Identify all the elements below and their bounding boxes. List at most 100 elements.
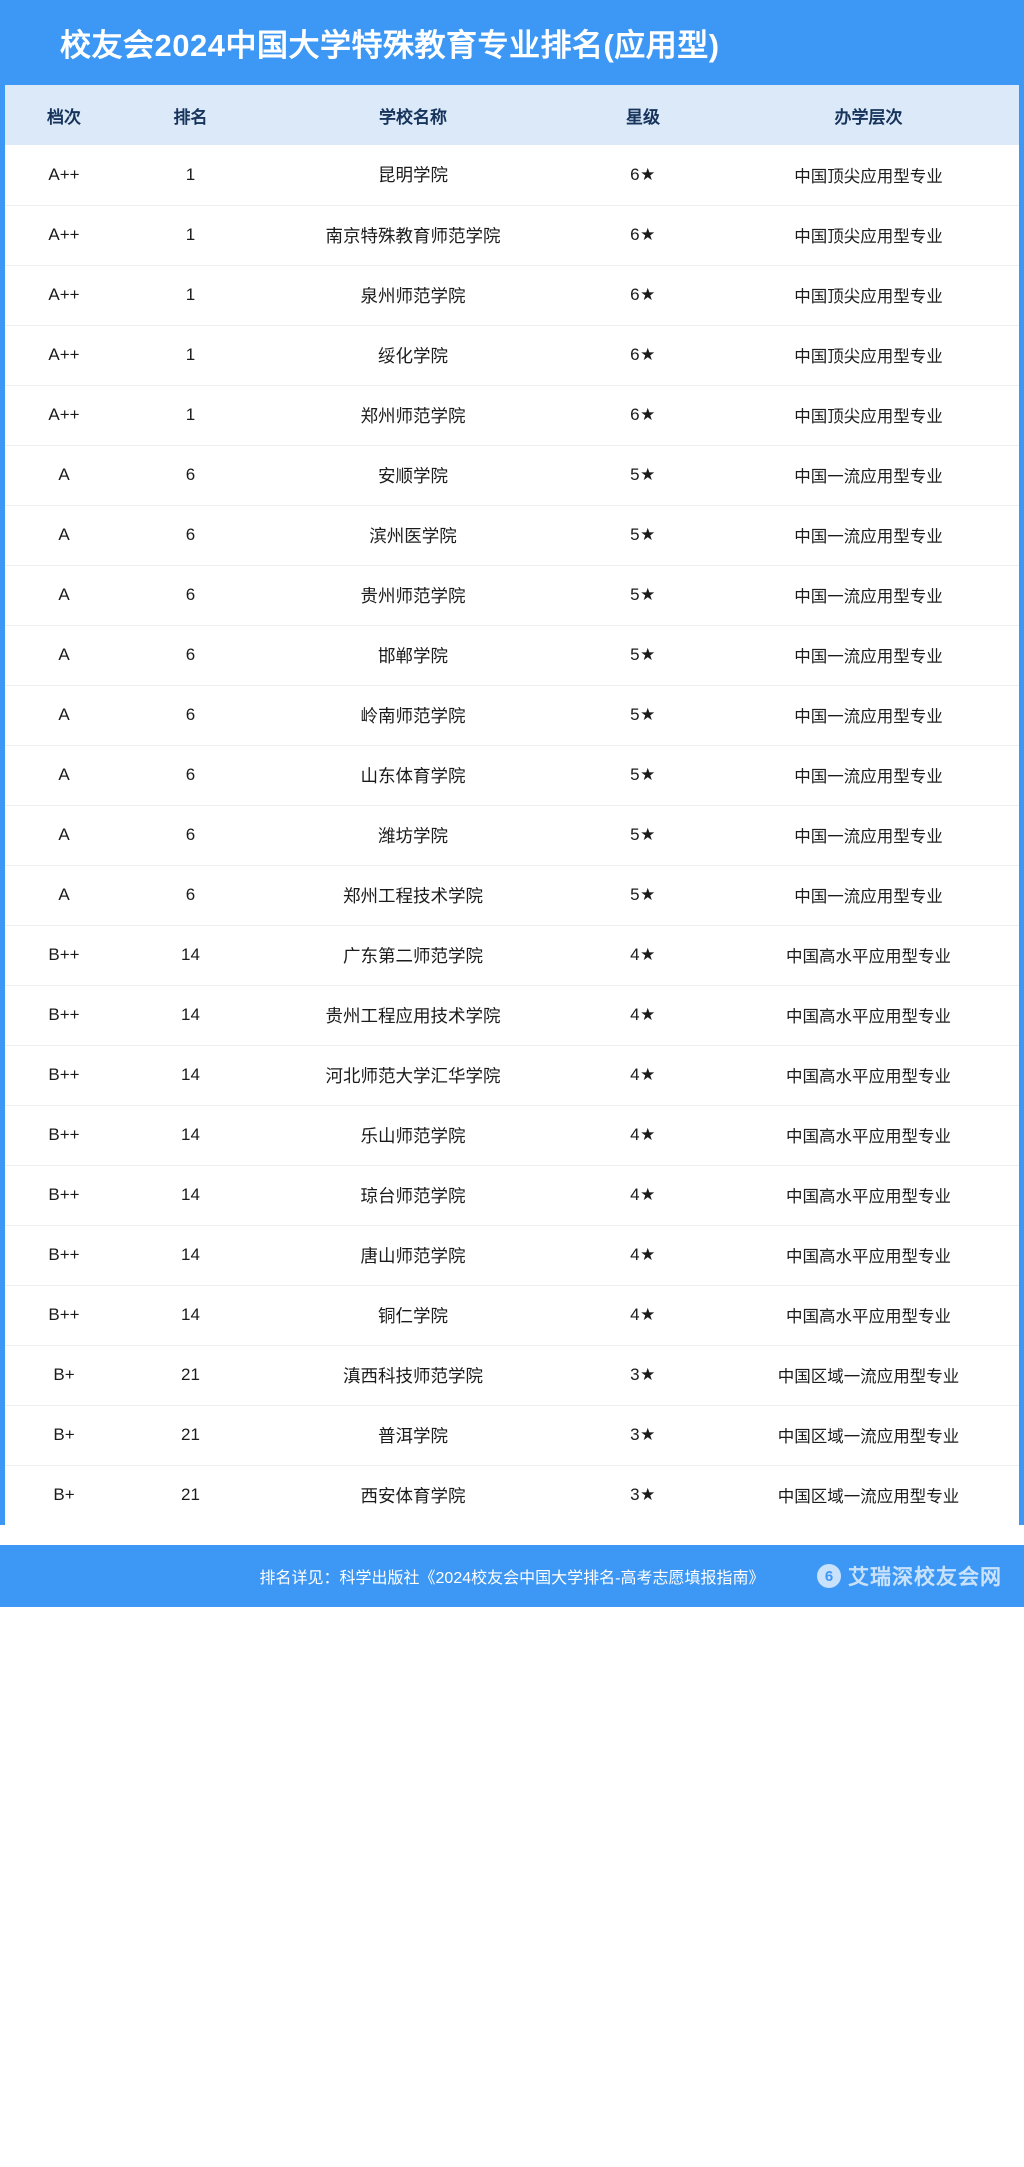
cell-star: 3★ — [568, 1405, 718, 1466]
cell-rank: 6 — [123, 445, 258, 506]
cell-level: 中国一流应用型专业 — [718, 445, 1019, 506]
table-row: A 6 郑州工程技术学院 5★ 中国一流应用型专业 — [5, 865, 1019, 926]
cell-level: 中国一流应用型专业 — [718, 865, 1019, 926]
cell-level: 中国高水平应用型专业 — [718, 985, 1019, 1046]
cell-star: 6★ — [568, 265, 718, 326]
cell-rank: 14 — [123, 1225, 258, 1286]
cell-rank: 14 — [123, 985, 258, 1046]
cell-tier: B++ — [5, 985, 123, 1046]
page-banner: 校友会2024中国大学特殊教育专业排名(应用型) — [0, 0, 1024, 85]
table-header: 档次 排名 学校名称 星级 办学层次 — [5, 85, 1019, 145]
table-row: A 6 贵州师范学院 5★ 中国一流应用型专业 — [5, 565, 1019, 626]
cell-level: 中国高水平应用型专业 — [718, 1285, 1019, 1346]
table-row: A 6 安顺学院 5★ 中国一流应用型专业 — [5, 445, 1019, 506]
cell-rank: 14 — [123, 1105, 258, 1166]
cell-star: 5★ — [568, 745, 718, 806]
cell-star: 4★ — [568, 1225, 718, 1286]
table-header-row: 档次 排名 学校名称 星级 办学层次 — [5, 85, 1019, 145]
column-header-rank: 排名 — [123, 85, 258, 145]
cell-name: 昆明学院 — [258, 145, 568, 206]
cell-name: 岭南师范学院 — [258, 685, 568, 746]
cell-star: 4★ — [568, 985, 718, 1046]
cell-tier: A++ — [5, 205, 123, 266]
cell-name: 邯郸学院 — [258, 625, 568, 686]
cell-tier: B++ — [5, 925, 123, 986]
cell-rank: 21 — [123, 1405, 258, 1466]
cell-star: 4★ — [568, 1165, 718, 1226]
cell-rank: 14 — [123, 925, 258, 986]
cell-star: 6★ — [568, 145, 718, 206]
cell-star: 5★ — [568, 445, 718, 506]
page-title: 校友会2024中国大学特殊教育专业排名(应用型) — [60, 28, 720, 63]
table-row: A 6 滨州医学院 5★ 中国一流应用型专业 — [5, 505, 1019, 566]
table-row: B++ 14 乐山师范学院 4★ 中国高水平应用型专业 — [5, 1105, 1019, 1166]
cell-tier: A — [5, 445, 123, 506]
cell-rank: 6 — [123, 745, 258, 806]
table-row: B++ 14 铜仁学院 4★ 中国高水平应用型专业 — [5, 1285, 1019, 1346]
table-row: B+ 21 西安体育学院 3★ 中国区域一流应用型专业 — [5, 1465, 1019, 1525]
cell-name: 山东体育学院 — [258, 745, 568, 806]
cell-star: 4★ — [568, 1105, 718, 1166]
cell-name: 琼台师范学院 — [258, 1165, 568, 1226]
cell-rank: 6 — [123, 685, 258, 746]
cell-star: 6★ — [568, 205, 718, 266]
cell-name: 西安体育学院 — [258, 1465, 568, 1525]
cell-level: 中国高水平应用型专业 — [718, 1165, 1019, 1226]
cell-star: 5★ — [568, 865, 718, 926]
cell-rank: 1 — [123, 385, 258, 446]
cell-tier: A — [5, 505, 123, 566]
cell-star: 5★ — [568, 805, 718, 866]
cell-name: 河北师范大学汇华学院 — [258, 1045, 568, 1106]
cell-tier: A++ — [5, 385, 123, 446]
cell-rank: 1 — [123, 205, 258, 266]
cell-rank: 14 — [123, 1165, 258, 1226]
cell-rank: 6 — [123, 505, 258, 566]
cell-rank: 21 — [123, 1345, 258, 1406]
cell-level: 中国高水平应用型专业 — [718, 1045, 1019, 1106]
cell-name: 乐山师范学院 — [258, 1105, 568, 1166]
cell-level: 中国顶尖应用型专业 — [718, 145, 1019, 206]
cell-rank: 14 — [123, 1285, 258, 1346]
watermark: 6 艾瑞深校友会网 — [817, 1561, 1002, 1591]
cell-rank: 1 — [123, 145, 258, 206]
cell-name: 绥化学院 — [258, 325, 568, 386]
cell-level: 中国一流应用型专业 — [718, 505, 1019, 566]
cell-tier: A++ — [5, 265, 123, 326]
cell-star: 5★ — [568, 565, 718, 626]
cell-name: 南京特殊教育师范学院 — [258, 205, 568, 266]
table-row: B+ 21 滇西科技师范学院 3★ 中国区域一流应用型专业 — [5, 1345, 1019, 1406]
table-row: B+ 21 普洱学院 3★ 中国区域一流应用型专业 — [5, 1405, 1019, 1466]
table-row: B++ 14 贵州工程应用技术学院 4★ 中国高水平应用型专业 — [5, 985, 1019, 1046]
cell-star: 3★ — [568, 1345, 718, 1406]
cell-star: 6★ — [568, 325, 718, 386]
cell-level: 中国一流应用型专业 — [718, 625, 1019, 686]
cell-level: 中国高水平应用型专业 — [718, 1225, 1019, 1286]
watermark-label: 艾瑞深校友会网 — [848, 1566, 1002, 1589]
cell-rank: 14 — [123, 1045, 258, 1106]
table-row: A 6 邯郸学院 5★ 中国一流应用型专业 — [5, 625, 1019, 686]
cell-name: 滨州医学院 — [258, 505, 568, 566]
cell-rank: 6 — [123, 865, 258, 926]
table-row: A++ 1 昆明学院 6★ 中国顶尖应用型专业 — [5, 145, 1019, 206]
table-row: A++ 1 泉州师范学院 6★ 中国顶尖应用型专业 — [5, 265, 1019, 326]
cell-star: 5★ — [568, 505, 718, 566]
cell-name: 贵州工程应用技术学院 — [258, 985, 568, 1046]
cell-name: 铜仁学院 — [258, 1285, 568, 1346]
cell-level: 中国区域一流应用型专业 — [718, 1465, 1019, 1525]
cell-star: 5★ — [568, 625, 718, 686]
cell-name: 郑州师范学院 — [258, 385, 568, 446]
cell-name: 郑州工程技术学院 — [258, 865, 568, 926]
cell-tier: B+ — [5, 1465, 123, 1525]
cell-tier: A — [5, 625, 123, 686]
cell-tier: A++ — [5, 325, 123, 386]
table-bottom-spacer — [0, 1525, 1024, 1545]
cell-tier: B++ — [5, 1285, 123, 1346]
cell-star: 4★ — [568, 1045, 718, 1106]
column-header-tier: 档次 — [5, 85, 123, 145]
ranking-table: 档次 排名 学校名称 星级 办学层次 A++ 1 昆明学院 6★ 中国顶尖应用型专业 A+… — [5, 85, 1019, 1525]
cell-name: 唐山师范学院 — [258, 1225, 568, 1286]
cell-tier: A — [5, 685, 123, 746]
cell-tier: B+ — [5, 1405, 123, 1466]
cell-name: 广东第二师范学院 — [258, 925, 568, 986]
